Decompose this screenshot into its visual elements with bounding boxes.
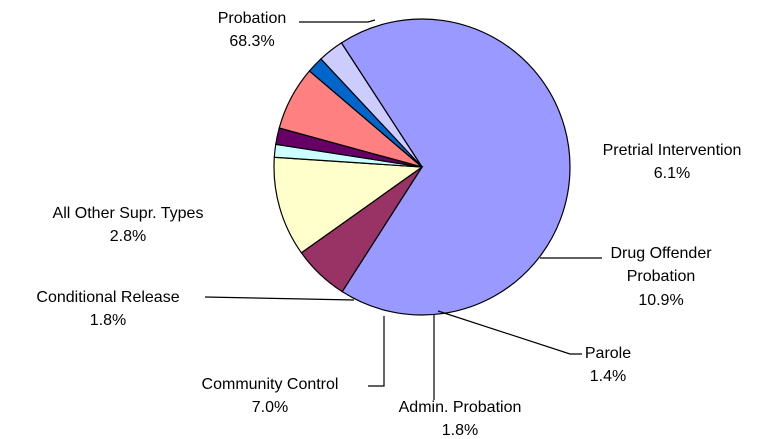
label-pretrial-intervention-value: 6.1% xyxy=(654,165,690,182)
leader-parole xyxy=(437,310,582,355)
label-drug-offender-value: 10.9% xyxy=(638,292,683,309)
label-probation-name: Probation xyxy=(218,10,287,27)
label-parole-value: 1.4% xyxy=(590,368,626,385)
slice-drug-offender-probation xyxy=(273,156,424,254)
label-admin-probation-value: 1.8% xyxy=(442,422,478,439)
leader-lines xyxy=(204,19,602,400)
label-community-control-value: 7.0% xyxy=(252,399,288,416)
label-probation-value: 68.3% xyxy=(229,33,274,50)
label-community-control-name: Community Control xyxy=(202,376,339,393)
label-all-other-supr-types-name: All Other Supr. Types xyxy=(53,205,204,222)
label-conditional-release-value: 1.8% xyxy=(90,312,126,329)
slice-probation xyxy=(340,18,571,316)
label-drug-offender-name-line-1: Drug Offender xyxy=(610,245,712,262)
label-all-other-supr-types-value: 2.8% xyxy=(110,228,146,245)
leader-community-control xyxy=(368,316,385,387)
slice-labels: Probation 68.3% Pretrial Intervention 6.… xyxy=(36,10,741,439)
label-pretrial-intervention-name: Pretrial Intervention xyxy=(603,142,742,159)
label-parole-name: Parole xyxy=(585,345,631,362)
pie-slices xyxy=(273,18,571,316)
label-drug-offender-name-line-2: Probation xyxy=(627,268,696,285)
label-admin-probation-name: Admin. Probation xyxy=(399,399,522,416)
label-conditional-release-name: Conditional Release xyxy=(36,289,179,306)
slice-all-other-supr-types xyxy=(320,42,423,168)
leader-probation xyxy=(299,19,376,23)
leader-conditional-release xyxy=(204,296,355,301)
